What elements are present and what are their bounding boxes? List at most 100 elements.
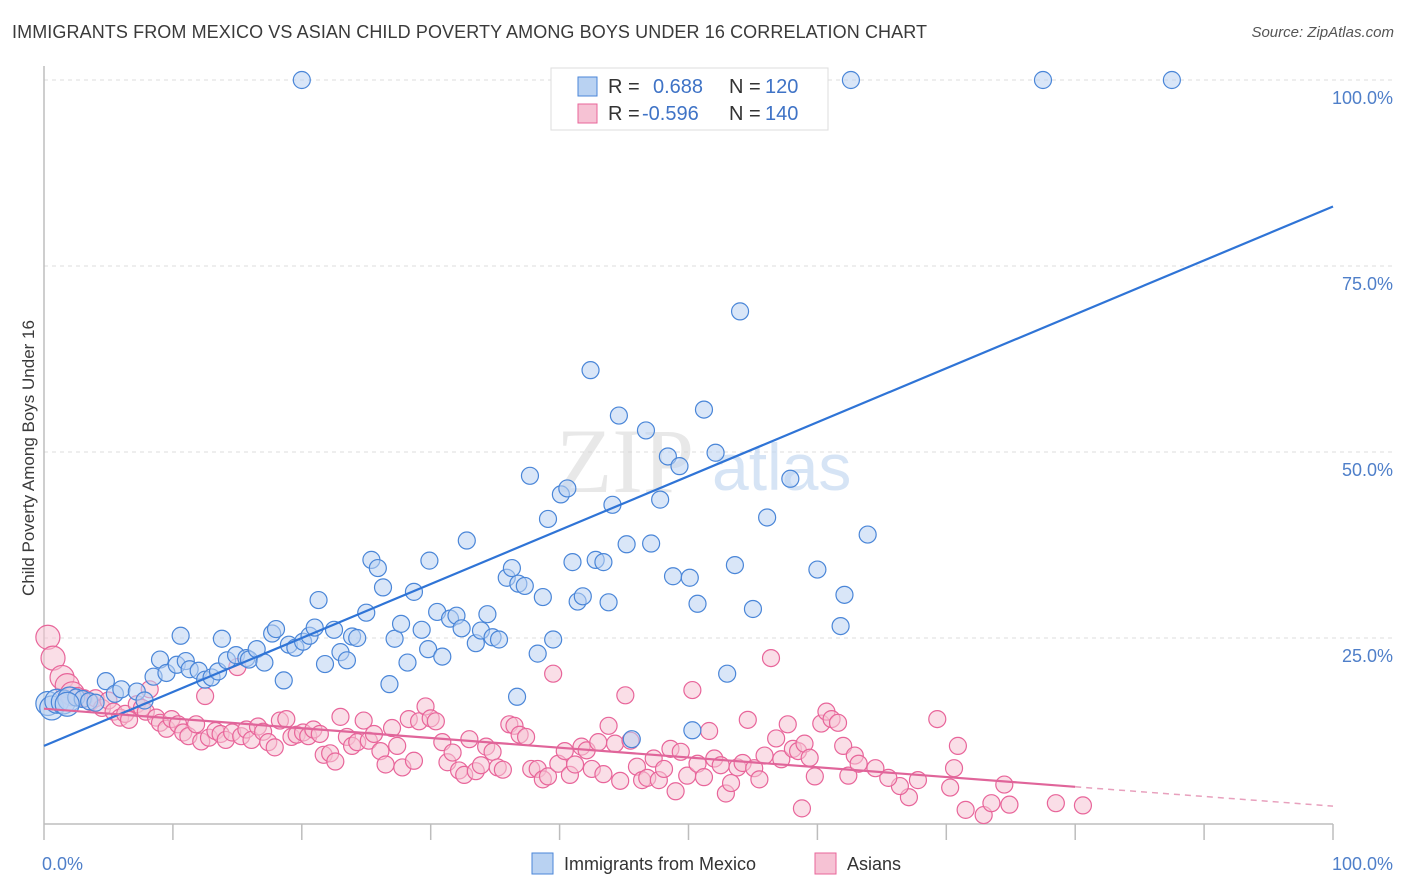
mexico-points (35, 70, 1181, 749)
bottom-legend-mexico: Immigrants from Mexico (564, 854, 756, 874)
mexico-point-11 (112, 680, 131, 699)
asians-point-130 (761, 648, 781, 668)
mexico-point-75 (528, 644, 547, 663)
mexico-trend-line (43, 205, 1334, 747)
asians-point-154 (1000, 795, 1019, 814)
asians-point-86 (516, 727, 536, 747)
asians-point-118 (694, 768, 714, 787)
mexico-point-71 (502, 558, 522, 578)
legend-n-label-mexico: N = (729, 76, 761, 98)
mexico-point-105 (730, 302, 750, 321)
asians-point-150 (948, 736, 968, 755)
asians-point-113 (666, 782, 685, 801)
legend-r-label-mexico: R = (608, 76, 640, 98)
mexico-point-74 (520, 466, 540, 485)
mexico-point-80 (558, 479, 577, 498)
asians-point-144 (839, 766, 858, 785)
legend-r-value-mexico: 0.688 (653, 76, 703, 98)
asians-point-61 (376, 755, 395, 774)
mexico-point-103 (718, 664, 737, 683)
legend-n-value-asians: 140 (765, 103, 798, 125)
asians-point-82 (493, 760, 512, 779)
mexico-point-64 (457, 531, 476, 550)
asians-point-103 (611, 771, 630, 790)
asians-point-155 (995, 775, 1014, 794)
asians-point-163 (792, 799, 812, 818)
mexico-point-118 (1033, 70, 1053, 90)
mexico-point-95 (658, 447, 677, 466)
asians-point-53 (331, 707, 350, 726)
mexico-point-50 (373, 578, 393, 597)
mexico-point-110 (831, 616, 850, 636)
asians-point-43 (277, 709, 296, 729)
mexico-point-67 (478, 605, 497, 624)
asians-point-123 (721, 773, 741, 793)
asians-point-142 (828, 713, 848, 732)
watermark: ZIP atlas (556, 410, 851, 512)
asians-point-162 (849, 754, 868, 773)
asians-point-0 (35, 624, 61, 650)
bottom-legend-swatch-asians (814, 852, 837, 875)
mexico-point-111 (835, 585, 854, 604)
asians-point-138 (805, 767, 824, 786)
asians-point-104 (616, 686, 635, 705)
mexico-point-76 (533, 587, 552, 607)
mexico-point-97 (670, 457, 689, 476)
mexico-point-96 (663, 567, 683, 586)
mexico-point-81 (563, 553, 582, 572)
asians-point-95 (565, 755, 585, 774)
asians-point-133 (778, 715, 797, 734)
mexico-point-101 (694, 400, 714, 419)
mexico-point-58 (420, 551, 439, 570)
mexico-point-63 (452, 619, 471, 638)
mexico-point-73 (515, 576, 534, 596)
legend-r-value-asians: -0.596 (642, 103, 699, 125)
asians-point-99 (589, 733, 608, 752)
mexico-point-53 (391, 614, 411, 633)
asians-point-129 (755, 746, 774, 765)
mexico-point-8 (86, 693, 105, 712)
asians-trend-line-extension (1075, 786, 1334, 807)
asians-point-70 (426, 712, 445, 731)
asians-point-57 (354, 711, 373, 730)
mexico-point-109 (808, 560, 827, 579)
mexico-point-107 (758, 508, 777, 527)
asians-point-157 (1046, 794, 1065, 813)
asians-point-161 (866, 759, 885, 778)
mexico-point-106 (743, 599, 763, 619)
asians-point-143 (834, 736, 853, 755)
mexico-point-104 (725, 555, 745, 575)
mexico-point-119 (1162, 70, 1181, 90)
mexico-point-84 (581, 361, 600, 380)
mexico-point-99 (683, 721, 702, 740)
mexico-point-69 (489, 630, 509, 649)
tick-labels: 25.0% 50.0% 75.0% 100.0% 0.0% 100.0% (42, 88, 1393, 874)
asians-point-63 (388, 736, 407, 755)
mexico-point-56 (412, 620, 431, 639)
mexico-point-89 (609, 406, 628, 425)
legend-n-label-asians: N = (729, 103, 761, 125)
asians-point-101 (599, 716, 618, 735)
mexico-point-77 (538, 509, 558, 529)
mexico-point-94 (651, 490, 670, 509)
asians-point-80 (483, 742, 502, 761)
legend: R = 0.688 N = 120 R = -0.596 N = 140 (550, 67, 829, 131)
asians-point-76 (460, 730, 479, 749)
y-tick-label-1: 50.0% (1342, 460, 1393, 480)
legend-swatch-asians (577, 103, 598, 124)
asians-points (35, 624, 1093, 825)
mexico-point-87 (599, 593, 618, 612)
mexico-point-40 (309, 590, 328, 610)
asians-point-28 (196, 686, 215, 706)
mexico-point-25 (212, 629, 231, 648)
asians-point-26 (187, 715, 206, 734)
asians-point-131 (767, 729, 786, 748)
bottom-legend: Immigrants from Mexico Asians (531, 852, 901, 875)
asians-point-148 (944, 759, 964, 778)
asians-point-137 (800, 748, 819, 767)
chart-source: Source: ZipAtlas.com (1251, 24, 1394, 41)
asians-point-126 (738, 710, 757, 729)
asians-trend-line (43, 707, 1076, 788)
mexico-point-46 (348, 628, 367, 648)
